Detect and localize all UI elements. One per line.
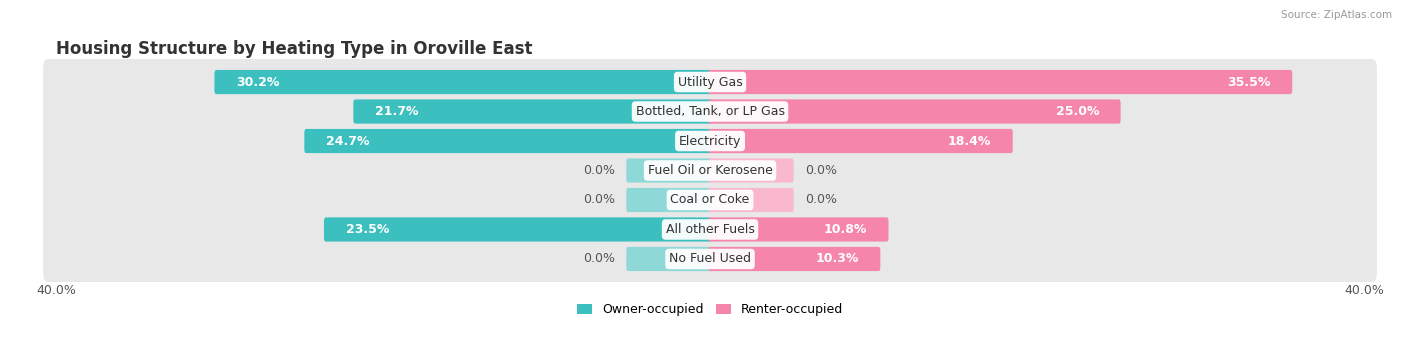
FancyBboxPatch shape (626, 188, 711, 212)
FancyBboxPatch shape (215, 70, 711, 94)
Text: Housing Structure by Heating Type in Oroville East: Housing Structure by Heating Type in Oro… (56, 41, 533, 58)
Text: 21.7%: 21.7% (375, 105, 419, 118)
Text: Coal or Coke: Coal or Coke (671, 193, 749, 207)
Text: Source: ZipAtlas.com: Source: ZipAtlas.com (1281, 10, 1392, 20)
FancyBboxPatch shape (709, 218, 889, 241)
Text: All other Fuels: All other Fuels (665, 223, 755, 236)
FancyBboxPatch shape (304, 129, 711, 153)
FancyBboxPatch shape (44, 89, 1376, 134)
FancyBboxPatch shape (709, 159, 794, 182)
Text: 0.0%: 0.0% (804, 164, 837, 177)
FancyBboxPatch shape (44, 118, 1376, 164)
FancyBboxPatch shape (709, 188, 794, 212)
FancyBboxPatch shape (626, 247, 711, 271)
FancyBboxPatch shape (44, 177, 1376, 223)
Text: 35.5%: 35.5% (1227, 75, 1271, 89)
FancyBboxPatch shape (353, 100, 711, 123)
FancyBboxPatch shape (626, 159, 711, 182)
FancyBboxPatch shape (44, 59, 1376, 105)
FancyBboxPatch shape (44, 148, 1376, 193)
Text: 10.3%: 10.3% (815, 252, 859, 266)
Text: No Fuel Used: No Fuel Used (669, 252, 751, 266)
Text: 30.2%: 30.2% (236, 75, 280, 89)
Text: 0.0%: 0.0% (583, 252, 616, 266)
Legend: Owner-occupied, Renter-occupied: Owner-occupied, Renter-occupied (572, 298, 848, 321)
Text: 18.4%: 18.4% (948, 134, 991, 148)
FancyBboxPatch shape (709, 129, 1012, 153)
Text: 25.0%: 25.0% (1056, 105, 1099, 118)
Text: Electricity: Electricity (679, 134, 741, 148)
Text: Bottled, Tank, or LP Gas: Bottled, Tank, or LP Gas (636, 105, 785, 118)
FancyBboxPatch shape (709, 247, 880, 271)
Text: 24.7%: 24.7% (326, 134, 370, 148)
Text: 0.0%: 0.0% (804, 193, 837, 207)
Text: 10.8%: 10.8% (824, 223, 868, 236)
FancyBboxPatch shape (709, 100, 1121, 123)
Text: Utility Gas: Utility Gas (678, 75, 742, 89)
FancyBboxPatch shape (44, 207, 1376, 252)
FancyBboxPatch shape (44, 236, 1376, 282)
Text: 0.0%: 0.0% (583, 164, 616, 177)
FancyBboxPatch shape (323, 218, 711, 241)
Text: Fuel Oil or Kerosene: Fuel Oil or Kerosene (648, 164, 772, 177)
FancyBboxPatch shape (709, 70, 1292, 94)
Text: 23.5%: 23.5% (346, 223, 389, 236)
Text: 0.0%: 0.0% (583, 193, 616, 207)
